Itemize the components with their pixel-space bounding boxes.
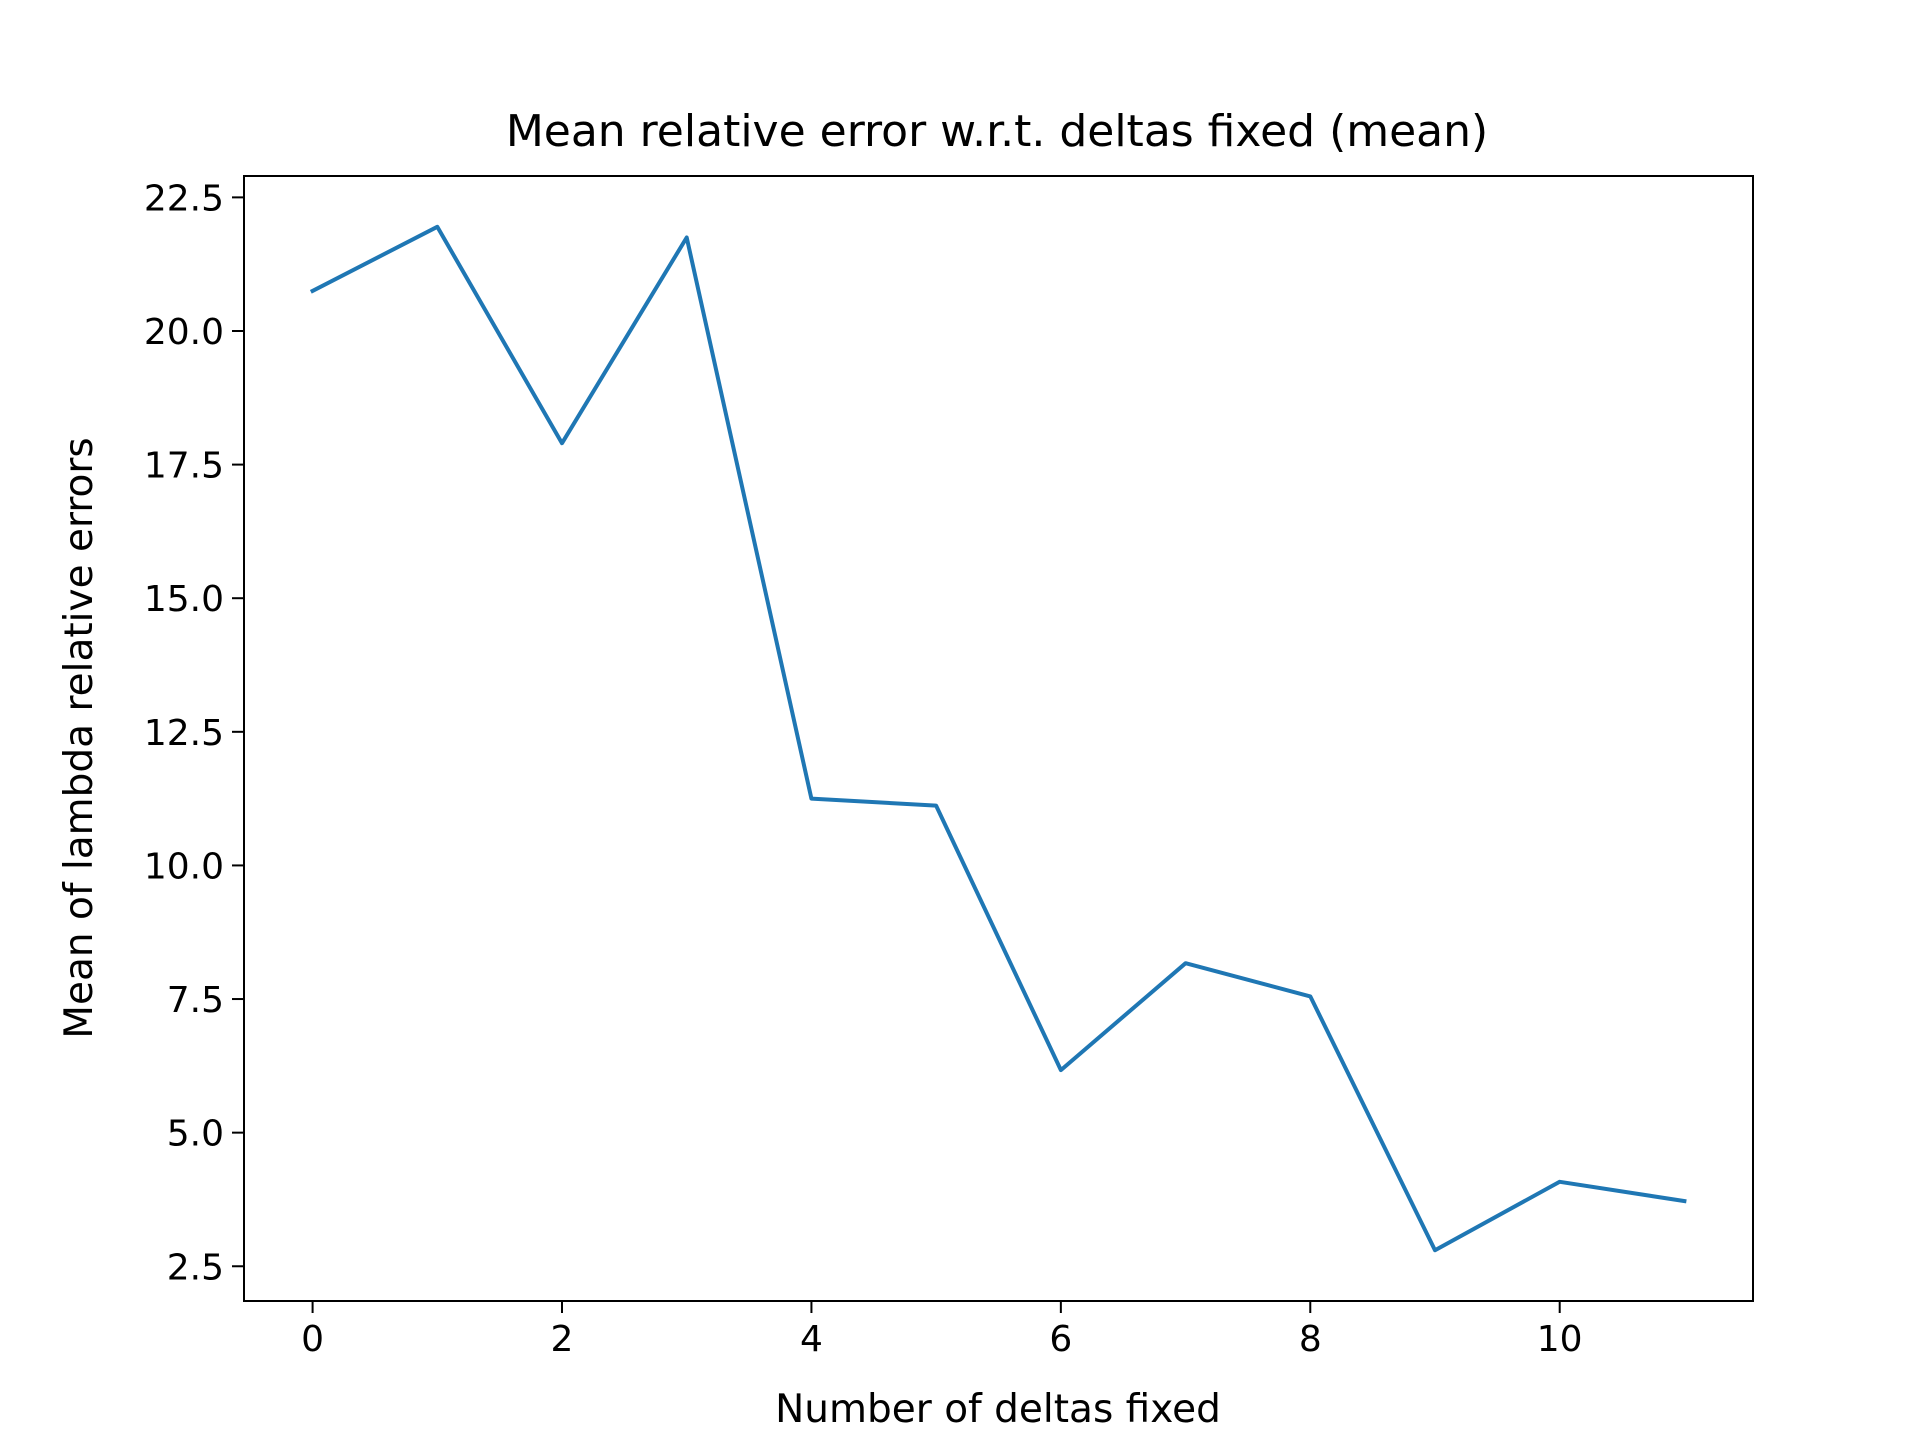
y-tick-label: 5.0 bbox=[167, 1114, 224, 1155]
y-tick-label: 20.0 bbox=[144, 312, 224, 353]
series-line-0 bbox=[309, 224, 1687, 1253]
x-tick-label: 8 bbox=[1299, 1319, 1322, 1360]
x-tick-label: 10 bbox=[1537, 1319, 1583, 1360]
plot-area bbox=[309, 224, 1687, 1253]
y-tick-label: 15.0 bbox=[144, 579, 224, 620]
y-tick-label: 17.5 bbox=[144, 446, 224, 487]
x-tick-label: 4 bbox=[800, 1319, 823, 1360]
x-tick-label: 6 bbox=[1049, 1319, 1072, 1360]
y-axis-label: Mean of lambda relative errors bbox=[57, 437, 102, 1038]
x-tick-label: 0 bbox=[301, 1319, 324, 1360]
y-tick-label: 10.0 bbox=[144, 846, 224, 887]
axes-frame bbox=[243, 175, 1754, 1302]
x-axis-label: Number of deltas fixed bbox=[775, 1387, 1221, 1432]
chart-title: Mean relative error w.r.t. deltas fixed … bbox=[506, 106, 1488, 157]
y-tick-label: 12.5 bbox=[144, 713, 224, 754]
y-tick-label: 7.5 bbox=[167, 980, 224, 1021]
y-tick-label: 2.5 bbox=[167, 1247, 224, 1288]
x-axis: 0 2 4 6 8 10 bbox=[301, 1301, 1583, 1360]
x-tick-label: 2 bbox=[551, 1319, 574, 1360]
y-tick-label: 22.5 bbox=[144, 178, 224, 219]
y-axis: 2.5 5.0 7.5 10.0 12.5 15.0 17.5 20.0 22.5 bbox=[144, 178, 244, 1288]
